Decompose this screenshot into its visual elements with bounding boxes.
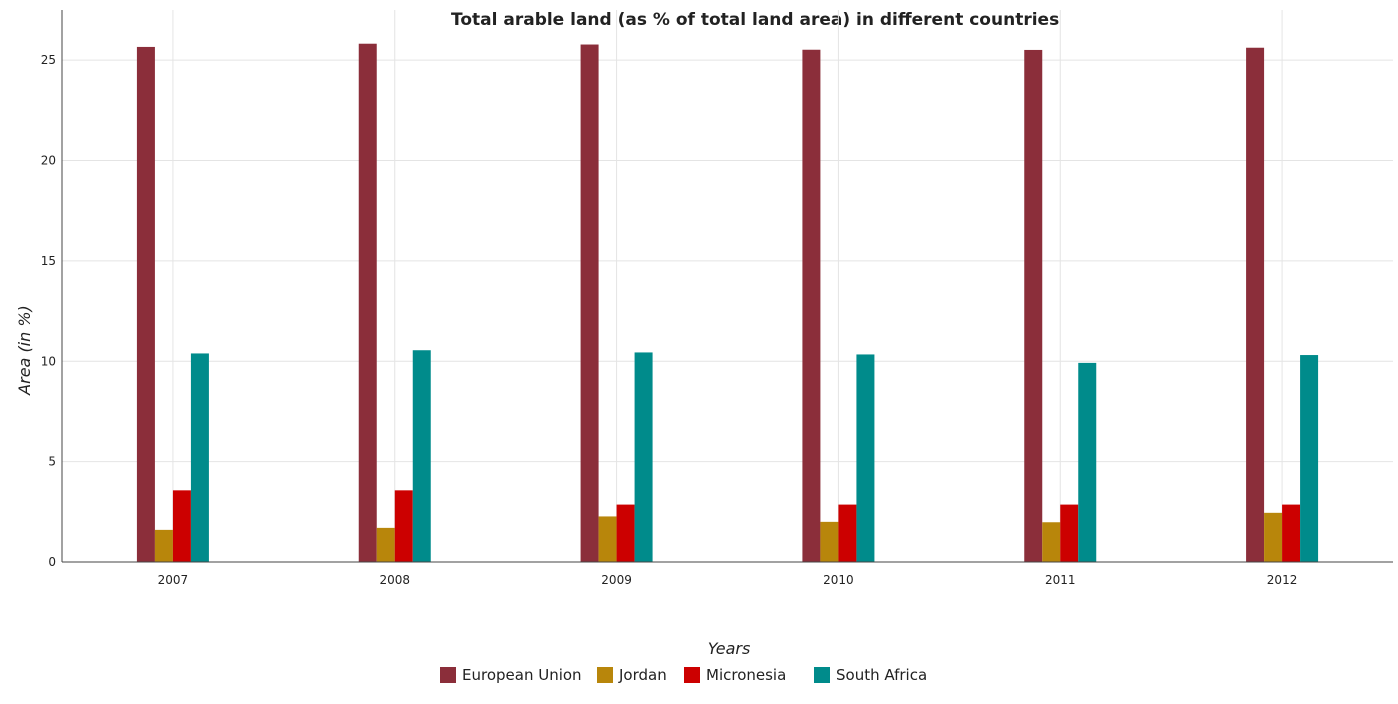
bar-south-africa-2012 [1300,355,1319,562]
y-tick-label: 0 [48,555,56,569]
bar-micronesia-2007 [172,490,191,562]
y-tick-label: 25 [41,53,56,67]
bar-jordan-2012 [1264,512,1283,562]
bar-micronesia-2010 [838,504,857,562]
bar-european-union-2011 [1024,49,1043,563]
bar-south-africa-2010 [856,354,875,562]
legend: European Union Jordan Micronesia South Afri… [440,666,927,684]
legend-swatch [814,667,830,683]
x-tick-label: 2010 [823,573,854,587]
x-tick-label: 2012 [1267,573,1298,587]
legend-label: European Union [462,666,582,684]
bar-south-africa-2008 [412,350,431,562]
y-axis-label: Area (in %) [15,305,34,396]
bar-jordan-2011 [1042,522,1061,562]
y-tick-label: 5 [48,455,56,469]
legend-swatch [597,667,613,683]
axes: 0 5 10 15 20 25 2007 2008 2009 2010 2011 2012 [41,10,1393,587]
bar-european-union-2012 [1246,47,1265,562]
bars [136,43,1319,563]
bar-european-union-2009 [580,44,599,563]
x-tick-label: 2009 [601,573,632,587]
bar-micronesia-2011 [1060,504,1079,562]
bar-jordan-2007 [154,529,173,562]
x-axis-label: Years [708,639,751,658]
chart-title: Total arable land (as % of total land ar… [451,10,1059,30]
y-tick-label: 20 [41,154,56,168]
bar-south-africa-2007 [190,353,209,562]
bar-european-union-2008 [358,43,377,563]
bar-jordan-2010 [820,521,839,562]
legend-swatch [684,667,700,683]
gridlines [62,10,1393,563]
x-tick-label: 2011 [1045,573,1076,587]
legend-label: Jordan [618,666,667,684]
bar-jordan-2009 [598,516,617,562]
bar-micronesia-2009 [616,504,635,562]
y-tick-label: 10 [41,354,56,368]
bar-micronesia-2012 [1282,504,1301,562]
legend-label: Micronesia [706,666,786,684]
bar-south-africa-2009 [634,352,653,562]
bar-jordan-2008 [376,527,395,562]
y-tick-label: 15 [41,254,56,268]
bar-european-union-2010 [802,49,821,562]
bar-european-union-2007 [136,46,155,562]
legend-label: South Africa [836,666,927,684]
bar-south-africa-2011 [1078,362,1097,562]
x-tick-label: 2008 [379,573,410,587]
bar-micronesia-2008 [394,490,413,562]
x-tick-label: 2007 [158,573,189,587]
legend-swatch [440,667,456,683]
